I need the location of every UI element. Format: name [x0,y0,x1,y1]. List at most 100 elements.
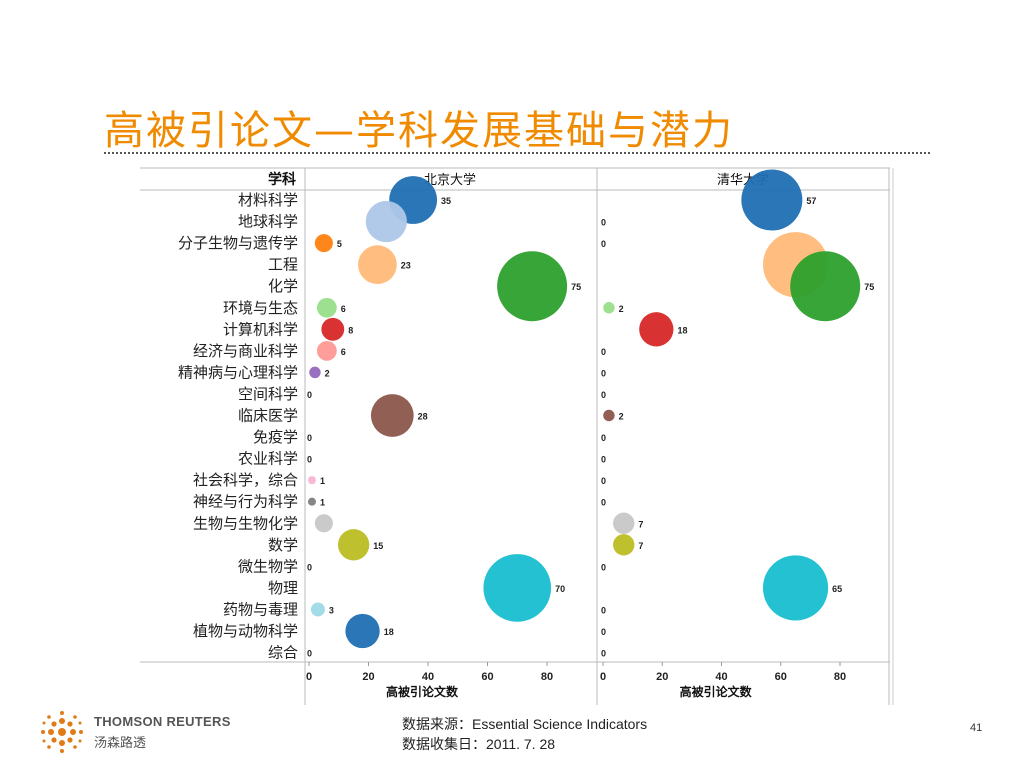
category-label: 环境与生态 [223,299,298,317]
category-label: 地球科学 [238,213,298,231]
bubble-point [345,613,380,649]
category-label: 植物与动物科学 [193,622,298,640]
bubble-point [358,245,397,285]
bubble-point [483,554,552,622]
bubble-point [316,340,337,361]
data-label: 0 [307,562,312,572]
category-label: 化学 [268,277,298,295]
data-label: 5 [337,239,342,249]
data-label: 3 [329,605,334,615]
data-label: 0 [601,390,606,400]
slide-title: 高被引论文—学科发展基础与潜力 [104,108,734,154]
data-label: 0 [307,390,312,400]
x-tick-label: 20 [656,671,668,683]
data-label: 0 [307,433,312,443]
logo-dots-icon [41,711,83,753]
category-label: 微生物学 [238,557,298,575]
category-header: 学科 [268,171,296,188]
category-label: 材料科学 [238,191,298,209]
x-tick-label: 60 [775,671,787,683]
x-tick-label: 0 [306,671,312,683]
bubble-point [310,602,325,617]
data-label: 7 [638,519,643,529]
category-label: 药物与毒理 [223,600,298,618]
x-tick-label: 40 [422,671,434,683]
x-axis-label: 高被引论文数 [386,684,459,699]
bubble-point [307,476,317,485]
data-label: 1 [320,476,325,486]
data-label: 6 [341,347,346,357]
data-label: 8 [348,325,353,335]
thomson-reuters-logo: THOMSON REUTERS 汤森路透 [40,710,230,754]
category-label: 工程 [268,256,298,274]
data-label: 2 [619,412,624,422]
bubble-point [314,234,333,253]
bubble-point [370,394,414,437]
category-label: 经济与商业科学 [193,342,298,360]
data-label: 0 [601,455,606,465]
data-label: 70 [555,584,565,594]
data-label: 7 [638,541,643,551]
data-label: 28 [418,412,428,422]
data-label: 75 [864,282,874,292]
x-tick-label: 80 [834,671,846,683]
category-label: 神经与行为科学 [193,493,298,511]
collection-date: 数据收集日：2011. 7. 28 [402,736,556,752]
data-label: 0 [307,455,312,465]
data-label: 0 [601,649,606,659]
bubble-point [314,514,333,533]
bubble-point [497,251,568,322]
bubble-point [321,317,345,341]
data-label: 0 [601,627,606,637]
x-tick-label: 80 [541,671,553,683]
data-label: 75 [571,282,581,292]
bubble-point [639,312,674,347]
data-label: 0 [601,347,606,357]
x-tick-label: 20 [362,671,374,683]
category-label: 免疫学 [253,428,298,446]
bubble-point [365,200,407,243]
data-label: 18 [677,325,687,335]
x-tick-label: 60 [481,671,493,683]
data-label: 0 [601,605,606,615]
category-label: 数学 [268,536,298,554]
category-label: 精神病与心理科学 [178,363,298,381]
bubble-point [790,251,861,322]
x-axis-label: 高被引论文数 [680,684,753,699]
source-line: 数据来源：Essential Science Indicators [402,716,648,732]
data-label: 0 [601,218,606,228]
data-label: 1 [320,498,325,508]
bubble-point [603,302,615,314]
category-label: 农业科学 [238,450,298,468]
data-source: 数据来源：Essential Science Indicators 数据收集日：… [402,714,647,754]
bubble-point [762,555,829,621]
data-label: 2 [619,304,624,314]
logo-brand: THOMSON REUTERS [94,714,231,729]
data-label: 0 [601,433,606,443]
category-label: 计算机科学 [223,320,298,338]
category-label: 空间科学 [238,385,298,403]
data-label: 2 [325,368,330,378]
bubble-point [613,512,635,534]
x-tick-label: 40 [715,671,727,683]
bubble-point [603,409,615,422]
bubble-point [613,534,635,556]
category-label: 分子生物与遗传学 [178,234,298,252]
data-label: 0 [601,476,606,486]
data-label: 0 [307,649,312,659]
bubble-point [316,297,337,318]
data-label: 35 [441,196,451,206]
bubble-point [741,169,803,231]
category-label: 社会科学，综合 [193,471,298,489]
data-label: 57 [806,196,816,206]
page-number: 41 [970,722,983,734]
data-label: 0 [601,239,606,249]
category-label: 物理 [268,579,298,597]
data-label: 0 [601,368,606,378]
category-label: 临床医学 [238,407,298,425]
bubble-point [337,529,370,561]
data-label: 0 [601,498,606,508]
category-label: 生物与生物化学 [193,514,298,532]
data-label: 65 [832,584,842,594]
